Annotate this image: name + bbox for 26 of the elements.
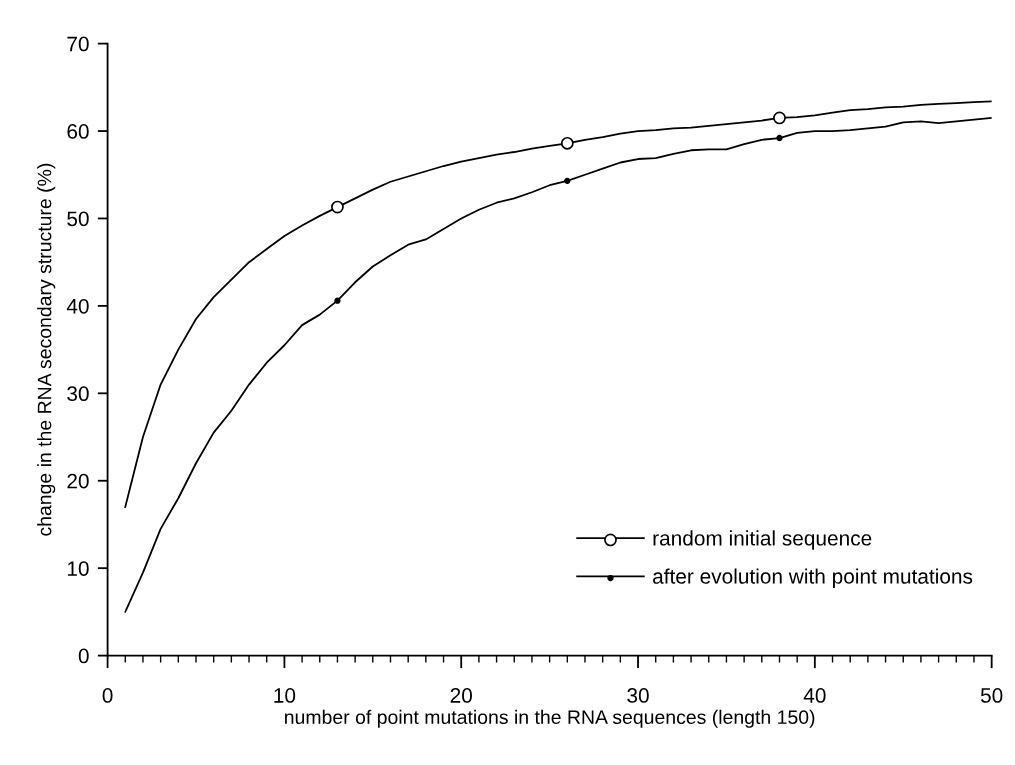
y-tick-label: 50 bbox=[67, 211, 89, 227]
y-tick-label: 30 bbox=[67, 386, 89, 402]
x-tick-label: 0 bbox=[102, 688, 113, 703]
y-tick-label: 60 bbox=[67, 124, 89, 139]
x-axis-title: number of point mutations in the RNA sequences (length 150) bbox=[285, 709, 815, 728]
x-tick-label: 20 bbox=[450, 688, 472, 703]
point bbox=[334, 297, 341, 304]
point bbox=[776, 134, 783, 142]
y-tick-label: 40 bbox=[66, 298, 89, 314]
x-tick-label: 50 bbox=[980, 688, 1003, 703]
y-axis-title: change in the RNA secondary structure (%) bbox=[37, 163, 56, 536]
x-tick-label: 10 bbox=[274, 688, 296, 703]
x-tick-label: 40 bbox=[803, 688, 826, 703]
y-tick-label: 10 bbox=[67, 561, 89, 576]
point bbox=[773, 111, 786, 125]
legend-label: random initial sequence bbox=[653, 530, 872, 550]
point bbox=[560, 136, 574, 150]
point bbox=[331, 200, 344, 214]
line-series bbox=[124, 117, 992, 613]
y-tick-label: 20 bbox=[67, 473, 89, 489]
x-tick-label: 30 bbox=[627, 688, 649, 703]
legend-label: after evolution with point mutations bbox=[653, 568, 973, 588]
y-tick-label: 0 bbox=[78, 648, 89, 664]
y-tick-label: 70 bbox=[67, 36, 89, 52]
line-series bbox=[124, 100, 992, 508]
point bbox=[564, 177, 571, 185]
